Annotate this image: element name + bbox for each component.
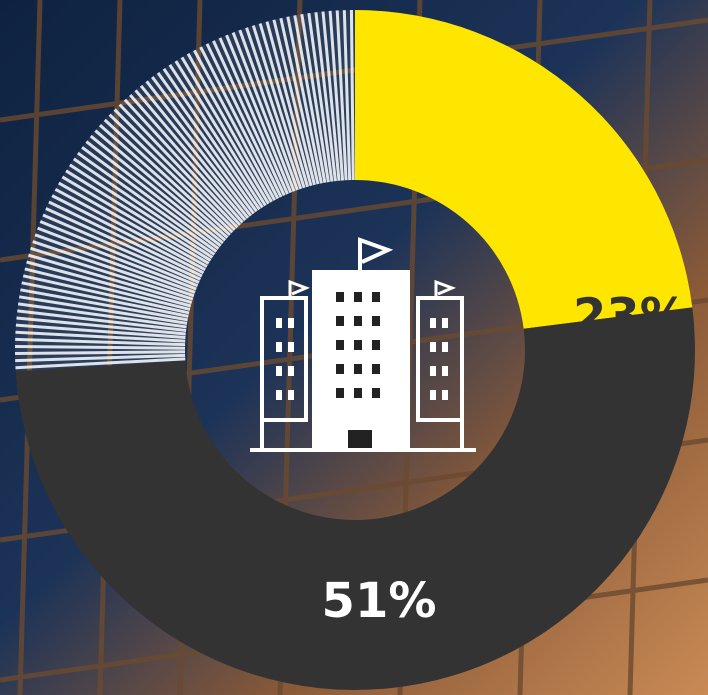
stripe — [307, 12, 334, 182]
stripe — [39, 220, 199, 288]
stripe — [76, 151, 218, 253]
stripe — [134, 89, 247, 222]
stripe — [265, 21, 313, 187]
stripe — [61, 175, 210, 265]
stripe — [26, 260, 192, 308]
stripe — [22, 274, 190, 315]
stripe — [20, 288, 188, 322]
stripe — [113, 108, 236, 231]
stripe — [69, 163, 214, 259]
stripe — [218, 37, 289, 195]
stripe — [251, 25, 306, 189]
stripe — [193, 49, 276, 201]
stripe — [123, 98, 242, 226]
stripe — [342, 10, 352, 181]
value-label: 51% — [322, 573, 437, 629]
stripe — [151, 76, 255, 215]
stripe — [15, 323, 186, 340]
stripe — [15, 337, 186, 347]
stripe — [231, 32, 296, 192]
stripe — [139, 84, 250, 219]
stripe — [258, 23, 310, 188]
stripe — [72, 157, 216, 256]
stripe — [180, 56, 270, 205]
stripe — [15, 357, 186, 370]
stripe — [24, 267, 191, 311]
stripe — [30, 246, 194, 301]
stripe — [37, 226, 197, 291]
stripe — [54, 188, 206, 271]
stripe — [98, 124, 229, 239]
stripe — [272, 19, 316, 186]
stripe — [21, 281, 189, 318]
stripe — [65, 169, 212, 262]
stripe — [28, 253, 193, 305]
stripe — [186, 53, 273, 203]
stripe — [15, 353, 186, 363]
stripe — [103, 118, 231, 237]
stripe — [17, 302, 187, 329]
stripe — [212, 40, 286, 197]
stripe — [156, 71, 258, 213]
stripe — [48, 200, 203, 278]
stripe — [328, 10, 345, 181]
stripe — [16, 316, 186, 336]
stripe — [225, 34, 293, 194]
stripe — [293, 15, 327, 183]
stripe — [245, 27, 303, 190]
stripe — [89, 134, 224, 245]
stripe — [286, 16, 323, 184]
stripe — [129, 93, 244, 224]
stripe — [314, 12, 337, 182]
stripe — [58, 181, 208, 268]
stripe — [145, 80, 252, 217]
stripe — [349, 10, 355, 181]
stripe — [174, 60, 267, 207]
stripe — [85, 140, 222, 247]
stripe — [118, 103, 239, 229]
stripe — [18, 295, 188, 325]
stripe — [94, 129, 227, 242]
stripe — [17, 309, 187, 332]
stripe — [168, 64, 264, 209]
donut-segment — [15, 307, 696, 691]
stripe — [15, 330, 186, 343]
donut-segment — [355, 10, 693, 329]
stripe — [15, 344, 186, 350]
stripe — [300, 13, 330, 183]
stripe — [108, 113, 234, 234]
stripe — [199, 46, 280, 200]
stripe — [279, 17, 320, 185]
stripe — [34, 233, 196, 294]
stripe — [42, 213, 200, 284]
building-icon — [250, 237, 476, 452]
stripe — [335, 10, 348, 181]
stripe — [238, 29, 299, 191]
stripe — [81, 146, 220, 250]
stripe — [51, 194, 205, 275]
donut: 23%51% — [14, 10, 696, 691]
stripe — [15, 350, 186, 356]
stripe — [32, 240, 195, 298]
stripe — [205, 43, 283, 198]
stripe — [162, 67, 261, 211]
stripe — [321, 11, 341, 181]
stripe — [45, 207, 202, 281]
